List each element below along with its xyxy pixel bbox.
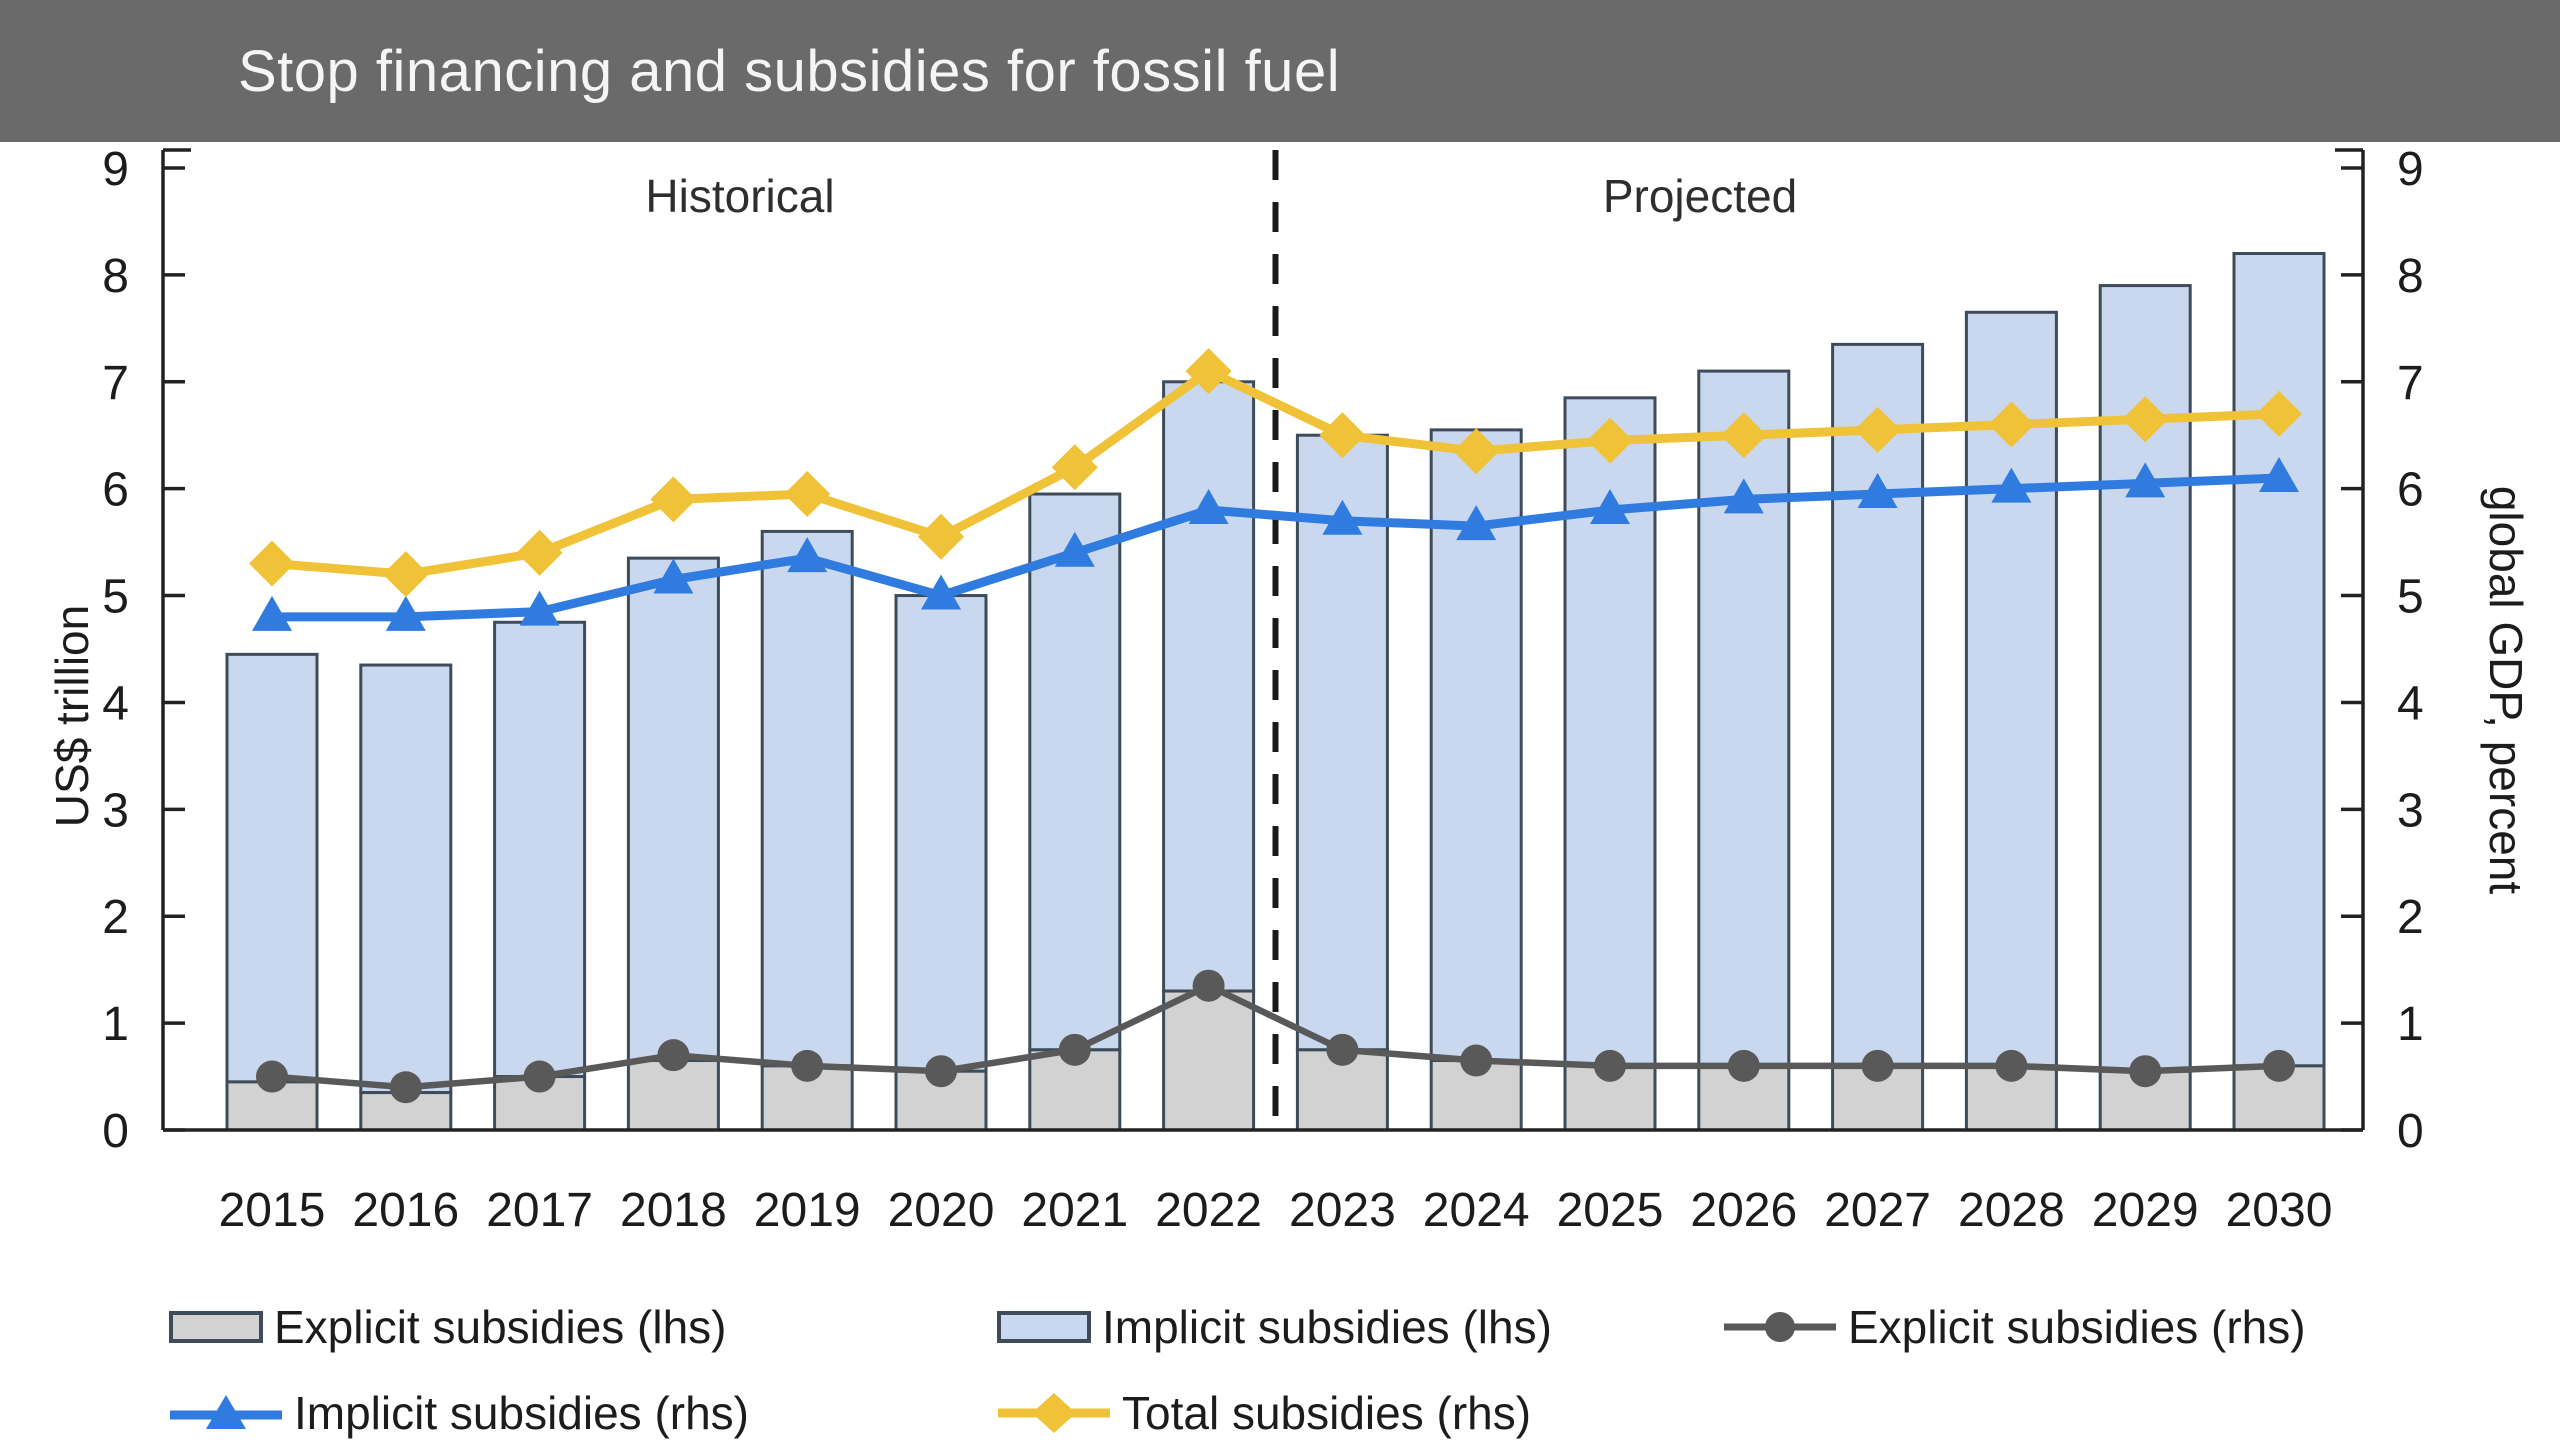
legend-item-total-subsidies-rhs: Total subsidies (rhs) <box>996 1383 1531 1443</box>
svg-text:5: 5 <box>102 571 129 624</box>
svg-text:2026: 2026 <box>1690 1184 1797 1237</box>
svg-text:0: 0 <box>102 1105 129 1158</box>
svg-text:2: 2 <box>2397 891 2424 944</box>
svg-text:4: 4 <box>2397 677 2424 730</box>
svg-text:2018: 2018 <box>620 1184 727 1237</box>
legend-row-1: Explicit subsidies (lhs) Implicit subsid… <box>0 1297 2560 1357</box>
svg-text:2022: 2022 <box>1155 1184 1262 1237</box>
legend-row-2: Implicit subsidies (rhs) Total subsidies… <box>0 1383 2560 1443</box>
svg-text:9: 9 <box>2397 143 2424 196</box>
svg-text:1: 1 <box>102 998 129 1051</box>
svg-text:6: 6 <box>2397 464 2424 517</box>
svg-text:9: 9 <box>102 143 129 196</box>
page-title: Stop financing and subsidies for fossil … <box>238 38 1341 104</box>
gray-circle-line-swatch-icon <box>1724 1312 1836 1342</box>
svg-text:2021: 2021 <box>1021 1184 1128 1237</box>
gray-bar-swatch-icon <box>169 1311 263 1343</box>
svg-text:1: 1 <box>2397 998 2424 1051</box>
svg-text:2024: 2024 <box>1423 1184 1530 1237</box>
series-circle <box>256 969 2295 1104</box>
blue-bar-swatch-icon <box>997 1311 1091 1343</box>
series-diamond <box>249 348 2302 598</box>
svg-text:8: 8 <box>102 250 129 303</box>
svg-text:0: 0 <box>2397 1105 2424 1158</box>
svg-text:2023: 2023 <box>1289 1184 1396 1237</box>
svg-text:2027: 2027 <box>1824 1184 1931 1237</box>
projected-label: Projected <box>1603 170 1797 222</box>
svg-text:7: 7 <box>2397 357 2424 410</box>
legend-label: Implicit subsidies (rhs) <box>294 1387 749 1439</box>
svg-text:2: 2 <box>102 891 129 944</box>
svg-text:2020: 2020 <box>888 1184 995 1237</box>
right-axis-title: global GDP, percent <box>2480 486 2532 895</box>
svg-text:2029: 2029 <box>2092 1184 2199 1237</box>
legend-item-explicit-subsidies-lhs: Explicit subsidies (lhs) <box>168 1297 726 1357</box>
axes-group: 0 0 1 1 2 2 3 3 4 4 5 5 6 6 7 7 8 8 9 9 <box>102 143 2423 1158</box>
legend-label: Explicit subsidies (lhs) <box>274 1301 727 1353</box>
legend-item-implicit-subsidies-lhs: Implicit subsidies (lhs) <box>996 1297 1552 1357</box>
legend-label: Total subsidies (rhs) <box>1122 1387 1532 1439</box>
legend-item-explicit-subsidies-rhs: Explicit subsidies (rhs) <box>1722 1297 2306 1357</box>
svg-text:8: 8 <box>2397 250 2424 303</box>
historical-label: Historical <box>645 170 834 222</box>
left-axis-title: US$ trillion <box>46 605 98 827</box>
svg-text:3: 3 <box>2397 784 2424 837</box>
legend-label: Implicit subsidies (lhs) <box>1102 1301 1552 1353</box>
svg-text:2030: 2030 <box>2226 1184 2333 1237</box>
svg-text:2025: 2025 <box>1557 1184 1664 1237</box>
svg-text:2019: 2019 <box>754 1184 861 1237</box>
series-triangle <box>252 456 2299 631</box>
legend-label: Explicit subsidies (rhs) <box>1848 1301 2306 1353</box>
svg-text:2016: 2016 <box>352 1184 459 1237</box>
svg-text:7: 7 <box>102 357 129 410</box>
svg-text:4: 4 <box>102 677 129 730</box>
blue-triangle-line-swatch-icon <box>170 1395 282 1429</box>
legend-item-implicit-subsidies-rhs: Implicit subsidies (rhs) <box>168 1383 749 1443</box>
yellow-diamond-line-swatch-icon <box>998 1393 1110 1433</box>
x-axis-labels: 2015 2016 2017 2018 2019 2020 2021 2022 2023 2024… <box>219 1184 2333 1237</box>
svg-text:3: 3 <box>102 784 129 837</box>
svg-text:2015: 2015 <box>219 1184 326 1237</box>
svg-text:5: 5 <box>2397 571 2424 624</box>
svg-text:2017: 2017 <box>486 1184 593 1237</box>
svg-text:6: 6 <box>102 464 129 517</box>
title-bar: Stop financing and subsidies for fossil … <box>0 0 2560 142</box>
svg-text:2028: 2028 <box>1958 1184 2065 1237</box>
